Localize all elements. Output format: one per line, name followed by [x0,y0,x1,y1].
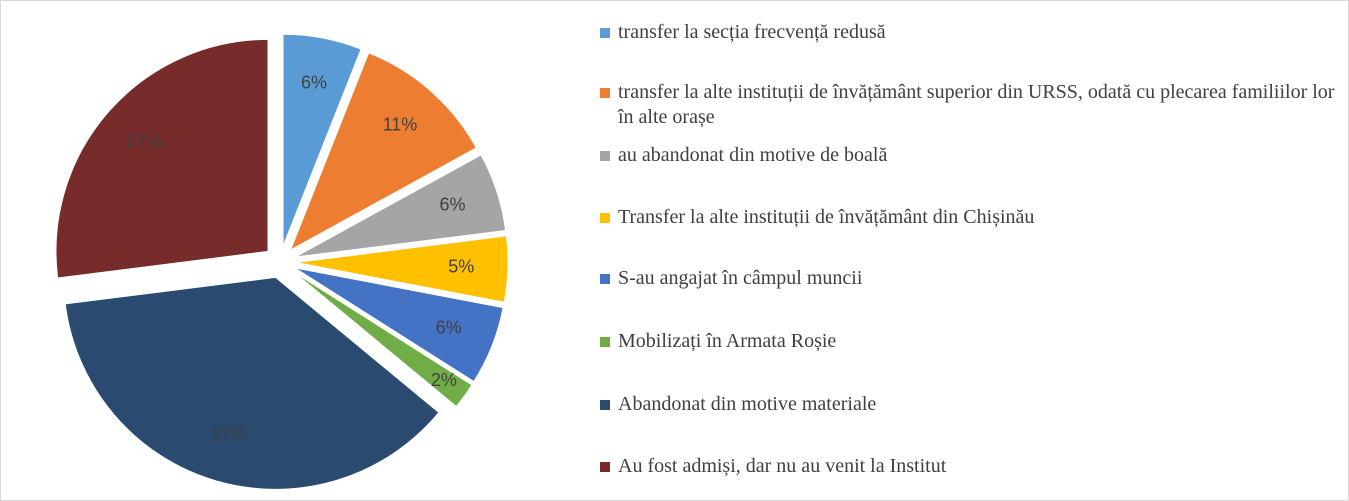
legend-item: transfer la secția frecvență redusă [600,20,1343,45]
slice-label: 6% [439,195,465,215]
legend-item: transfer la alte instituții de învățămân… [600,80,1343,130]
legend-swatch [600,274,610,284]
pie-slice [282,33,362,247]
slice-label: 6% [436,318,462,338]
slice-label: 5% [448,256,474,276]
legend-item: Abandonat din motive materiale [600,392,1343,417]
legend-item: Au fost admiși, dar nu au venit la Insti… [600,454,1343,479]
pie-slice [295,235,509,303]
legend-label: Abandonat din motive materiale [618,393,877,415]
legend-item: Transfer la alte instituții de învățămân… [600,205,1343,230]
legend-swatch [600,213,610,223]
legend-label: Transfer la alte instituții de învățămân… [618,206,1035,228]
legend-item: S-au angajat în câmpul muncii [600,266,1343,291]
legend-swatch [600,151,610,161]
legend-item: au abandonat din motive de boală [600,143,1343,168]
legend-label: transfer la alte instituții de învățămân… [618,81,1335,128]
pie-chart: 6% 11% 6% 5% 6% 2% 37% 27% [55,33,509,490]
pie-slice [64,276,440,490]
slice-label: 11% [383,115,418,135]
slice-label: 2% [431,370,457,390]
pie-slice [55,38,269,279]
legend-label: S-au angajat în câmpul muncii [618,267,863,289]
slice-label: 27% [126,131,162,151]
legend-swatch [600,400,610,410]
pie-slice [292,270,473,408]
pie-slice [294,154,507,258]
legend-swatch [600,28,610,38]
legend-swatch [600,337,610,347]
pie-slice [289,52,478,252]
pie-slice [294,267,504,383]
slice-label: 37% [211,425,247,445]
legend-swatch [600,462,610,472]
legend-item: Mobilizați în Armata Roșie [600,329,1343,354]
legend-label: transfer la secția frecvență redusă [618,21,886,43]
legend-label: Mobilizați în Armata Roșie [618,330,837,352]
legend-label: Au fost admiși, dar nu au venit la Insti… [618,455,947,477]
legend-label: au abandonat din motive de boală [618,144,888,166]
legend-swatch [600,88,610,98]
slice-label: 6% [301,73,327,93]
